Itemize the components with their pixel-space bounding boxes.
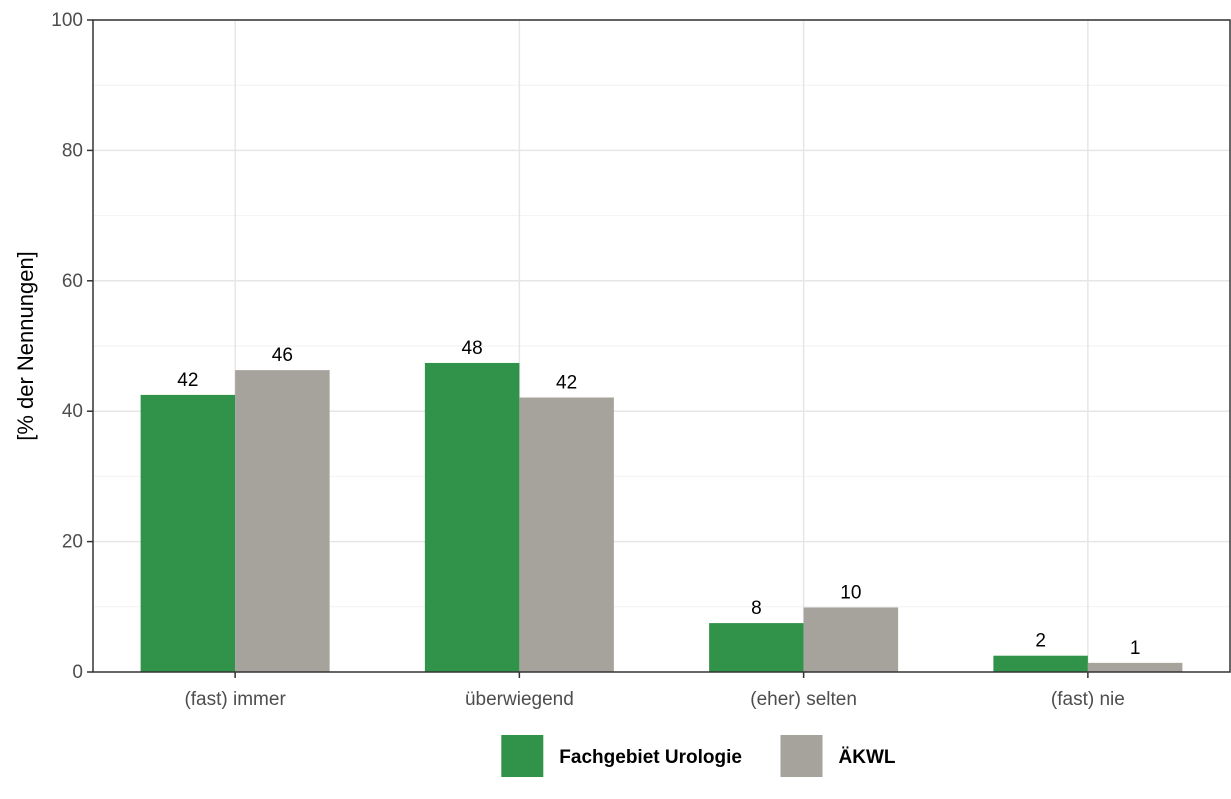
data-label: 42 xyxy=(556,373,577,394)
data-label: 48 xyxy=(462,338,483,359)
y-tick-label: 80 xyxy=(62,140,83,161)
bar xyxy=(803,607,899,672)
data-label: 8 xyxy=(751,598,762,619)
data-label: 2 xyxy=(1035,631,1046,652)
x-tick-label: (fast) immer xyxy=(184,689,286,710)
bar xyxy=(1087,662,1183,672)
bar xyxy=(519,397,614,672)
bars xyxy=(140,362,1183,672)
legend-label: ÄKWL xyxy=(839,747,896,768)
data-labels: 42 46 48 42 8 10 2 1 xyxy=(177,338,1140,659)
legend-key xyxy=(780,735,823,777)
y-tick-label: 60 xyxy=(62,271,83,292)
data-label: 46 xyxy=(272,345,293,366)
y-tick-label: 100 xyxy=(51,10,83,31)
bar xyxy=(993,655,1088,672)
legend: Fachgebiet Urologie ÄKWL xyxy=(501,735,896,777)
y-tick-label: 0 xyxy=(72,662,83,683)
bar xyxy=(424,362,520,672)
bar xyxy=(140,394,236,672)
bar xyxy=(709,623,804,672)
bar xyxy=(235,370,330,672)
y-tick-label: 40 xyxy=(62,401,83,422)
x-tick-label: (eher) selten xyxy=(750,689,857,710)
legend-key xyxy=(501,735,544,777)
legend-label: Fachgebiet Urologie xyxy=(559,747,742,768)
y-axis-title: [% der Nennungen] xyxy=(13,251,38,441)
x-tick-label: (fast) nie xyxy=(1051,689,1125,710)
data-label: 42 xyxy=(177,370,198,391)
x-tick-label: überwiegend xyxy=(465,689,574,710)
axes: 0 20 40 60 80 100 (fast) immer überwiegend (eher… xyxy=(51,10,1231,710)
data-label: 1 xyxy=(1130,638,1141,659)
data-label: 10 xyxy=(840,582,861,603)
y-tick-label: 20 xyxy=(62,532,83,553)
plot-panel-border xyxy=(92,19,1231,673)
